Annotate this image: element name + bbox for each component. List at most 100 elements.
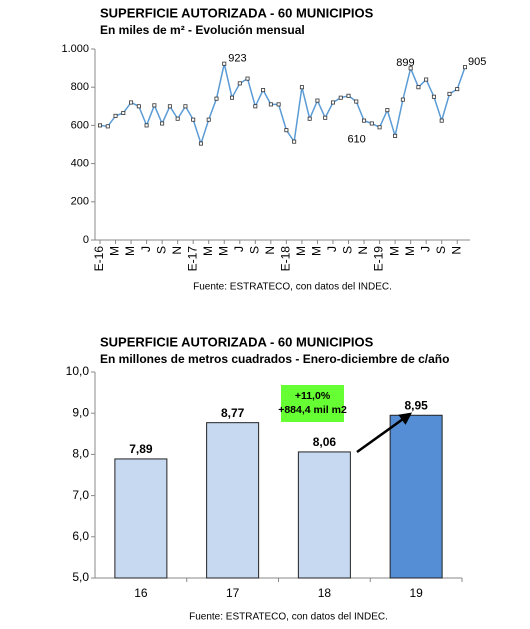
line [99,63,466,146]
arrow [356,412,413,454]
x-tick-label: M [310,246,324,256]
point [276,102,281,107]
x-tick-label: S [434,246,448,254]
data-label: 905 [468,56,486,68]
point [230,95,235,100]
point [129,100,134,105]
point [408,66,413,71]
x-tick-label: M [201,246,215,256]
data-label: 923 [228,53,246,65]
point [346,93,351,98]
point [183,104,188,109]
point [152,103,157,108]
point [323,115,328,120]
x-tick-label: M [387,246,401,256]
x-tick-label: J [139,246,153,252]
x-tick-label: S [154,246,168,254]
point [307,116,312,121]
x-tick-label: 16 [134,586,148,600]
x-tick-label: J [325,246,339,252]
point [98,123,103,128]
data-label: 8,95 [404,398,428,412]
point [198,141,203,146]
chart-subtitle: En millones de metros cuadrados - Enero-… [100,352,449,366]
x-tick-label: 19 [409,586,423,600]
point [268,102,273,107]
annotation: +884,4 mil m2 [278,404,347,416]
annotation: +11,0% [295,390,331,402]
point [385,108,390,113]
data-label: 8,77 [221,406,245,420]
x-tick-label: M [403,246,417,256]
x-tick-label: M [216,246,230,256]
data-label: 8,06 [313,435,337,449]
bar [297,451,351,579]
y-tick-label: 7,0 [72,488,89,502]
x-tick-label: E-16 [92,246,106,272]
point [299,85,304,90]
point [237,81,242,86]
point [261,88,266,93]
point [400,97,405,102]
point [431,94,436,99]
point [362,118,367,123]
point [369,121,374,126]
chart-subtitle: En miles de m² - Evolución mensual [100,23,305,37]
bar [114,458,168,579]
data-label: 7,89 [129,442,153,456]
y-tick-label: 200 [71,196,89,208]
y-tick-label: 0 [83,234,89,246]
annotation-box [281,385,344,422]
x-tick-label: M [108,246,122,256]
x-tick-label: N [170,246,184,255]
footnote: Fuente: ESTRATECO, con datos del INDEC. [189,612,388,623]
x-tick-label: E-19 [372,246,386,272]
y-tick-label: 800 [71,81,89,93]
x-tick-label: S [247,246,261,254]
point [206,117,211,122]
point [167,104,172,109]
x-tick-label: N [356,246,370,255]
footnote: Fuente: ESTRATECO, con datos del INDEC. [193,282,392,293]
point [113,113,118,118]
point [253,104,258,109]
y-tick-label: 9,0 [72,405,89,419]
point [144,123,149,128]
point [338,95,343,100]
point [191,117,196,122]
y-tick-label: 1.000 [61,43,89,55]
bar [389,414,443,579]
x-tick-label: E-17 [185,246,199,272]
point [462,65,467,70]
point [105,124,110,129]
point [214,96,219,101]
point [284,128,289,133]
x-tick-label: J [232,246,246,252]
point [175,116,180,121]
y-tick-label: 10,0 [66,364,90,378]
data-label: 899 [396,57,414,69]
x-tick-label: M [123,246,137,256]
point [447,91,452,96]
point [416,85,421,90]
x-tick-label: N [449,246,463,255]
point [330,100,335,105]
point [354,99,359,104]
point [424,77,429,82]
point [245,76,250,81]
data-label: 610 [347,133,365,145]
y-tick-label: 600 [71,119,89,131]
x-tick-label: M [294,246,308,256]
x-tick-label: 18 [318,586,332,600]
bar [206,422,260,579]
x-tick-label: S [341,246,355,254]
y-tick-label: 400 [71,158,89,170]
y-tick-label: 6,0 [72,529,89,543]
point [455,87,460,92]
point [315,98,320,103]
x-tick-label: N [263,246,277,255]
x-tick-label: J [418,246,432,252]
point [439,118,444,123]
point [222,61,227,66]
